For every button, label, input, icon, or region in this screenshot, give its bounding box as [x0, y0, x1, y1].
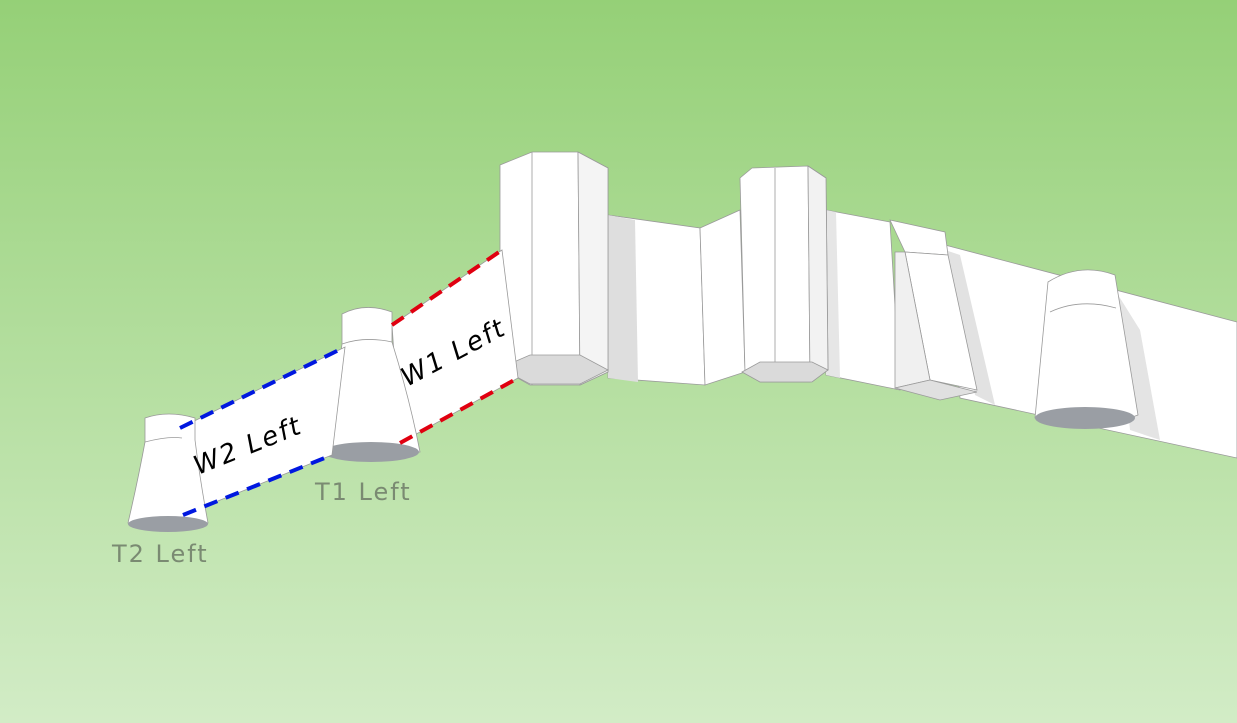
tower-t2-base	[128, 516, 208, 532]
w2-top-edge	[179, 345, 346, 430]
tower-t1-base	[323, 442, 419, 462]
edge-highlights	[179, 248, 519, 517]
label-t2: T2 Left	[111, 540, 209, 568]
label-t1: T1 Left	[314, 478, 412, 506]
far-walls	[499, 151, 1237, 459]
w2-bottom-edge	[182, 453, 333, 517]
